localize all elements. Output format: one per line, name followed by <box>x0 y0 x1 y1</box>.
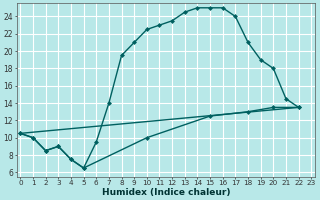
X-axis label: Humidex (Indice chaleur): Humidex (Indice chaleur) <box>101 188 230 197</box>
